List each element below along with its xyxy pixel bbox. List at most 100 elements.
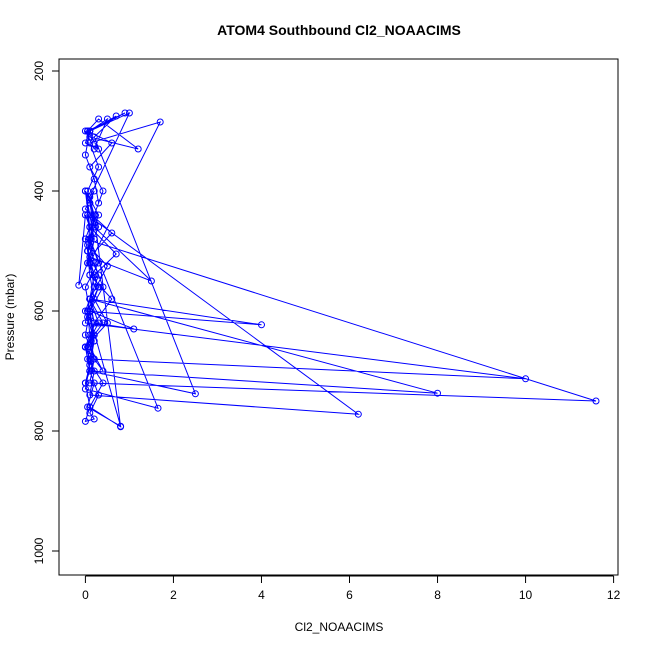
data-point (258, 321, 265, 329)
x-tick-label: 12 (607, 588, 621, 602)
data-point (84, 247, 92, 255)
y-tick-label: 400 (32, 181, 46, 201)
data-point (108, 295, 116, 303)
y-axis-label: Pressure (mbar) (3, 274, 17, 361)
data-point (86, 271, 94, 279)
data-point (90, 175, 98, 183)
data-point (86, 331, 94, 339)
data-point (154, 404, 162, 412)
data-point (99, 283, 107, 291)
data-point (90, 379, 98, 387)
data-point (95, 391, 103, 399)
data-point (99, 187, 107, 195)
x-tick-label: 6 (346, 588, 353, 602)
data-point (86, 139, 94, 147)
data-point (592, 397, 600, 405)
x-axis-label: Cl2_NOAACIMS (295, 620, 384, 634)
data-point (117, 422, 125, 430)
data-point (354, 410, 362, 418)
data-point (84, 211, 92, 219)
data-point (81, 151, 89, 159)
series-line (78, 111, 597, 428)
data-point (86, 403, 94, 411)
data-point (90, 295, 98, 303)
data-point (130, 325, 138, 333)
y-tick-label: 200 (32, 61, 46, 81)
data-point (90, 415, 98, 423)
x-axis: 0 2 4 6 8 10 12 (82, 575, 621, 602)
data-point (81, 307, 89, 315)
data-point (84, 127, 92, 135)
data-point (81, 319, 89, 327)
data-point (86, 223, 94, 231)
data-point (90, 145, 98, 153)
data-point (81, 331, 89, 339)
data-point (75, 281, 83, 289)
data-point (90, 211, 98, 219)
data-point (84, 187, 92, 195)
data-point (81, 187, 89, 195)
x-tick-label: 10 (519, 588, 533, 602)
series-points (75, 109, 600, 431)
data-point (191, 390, 199, 398)
data-point (86, 259, 94, 267)
data-point (95, 283, 103, 291)
data-point (86, 193, 94, 201)
data-point (99, 379, 107, 387)
y-tick-label: 800 (32, 421, 46, 441)
x-tick-label: 8 (434, 588, 441, 602)
data-point (121, 109, 129, 117)
data-point (86, 211, 94, 219)
chart-title: ATOM4 Southbound Cl2_NOAACIMS (217, 22, 461, 38)
data-point (90, 337, 98, 345)
data-point (108, 229, 116, 237)
data-point (86, 391, 94, 399)
data-point (90, 271, 98, 279)
y-axis: 200 400 600 800 1000 (32, 61, 60, 564)
data-point (95, 163, 103, 171)
data-point (86, 235, 94, 243)
data-point (522, 375, 530, 383)
data-point (103, 319, 111, 327)
x-tick-label: 0 (82, 588, 89, 602)
data-point (99, 367, 107, 375)
data-point (90, 367, 98, 375)
data-point (86, 127, 94, 135)
data-point (86, 343, 94, 351)
data-point (84, 259, 92, 267)
data-point (86, 379, 94, 387)
series-lines (78, 111, 597, 428)
data-point (125, 109, 133, 117)
data-point (99, 319, 107, 327)
data-point (95, 223, 103, 231)
data-point (86, 361, 94, 369)
data-point (90, 133, 98, 141)
data-point (95, 199, 103, 207)
data-point (147, 277, 155, 285)
data-point (134, 145, 142, 153)
data-point (84, 343, 92, 351)
data-point (90, 235, 98, 243)
data-point (90, 355, 98, 363)
data-point (90, 259, 98, 267)
data-point (108, 139, 116, 147)
data-point (112, 112, 120, 120)
data-point (95, 271, 103, 279)
data-point (84, 307, 92, 315)
data-point (90, 283, 98, 291)
data-point (84, 403, 92, 411)
data-point (434, 389, 441, 397)
data-point (81, 127, 89, 135)
data-point (95, 145, 103, 153)
y-tick-label: 600 (32, 301, 46, 321)
data-point (81, 417, 89, 425)
x-tick-label: 4 (258, 588, 265, 602)
data-point (156, 118, 164, 126)
data-point (90, 319, 98, 327)
data-point (81, 139, 89, 147)
x-tick-label: 2 (170, 588, 177, 602)
data-point (90, 187, 98, 195)
data-point (81, 283, 89, 291)
data-point (81, 343, 89, 351)
